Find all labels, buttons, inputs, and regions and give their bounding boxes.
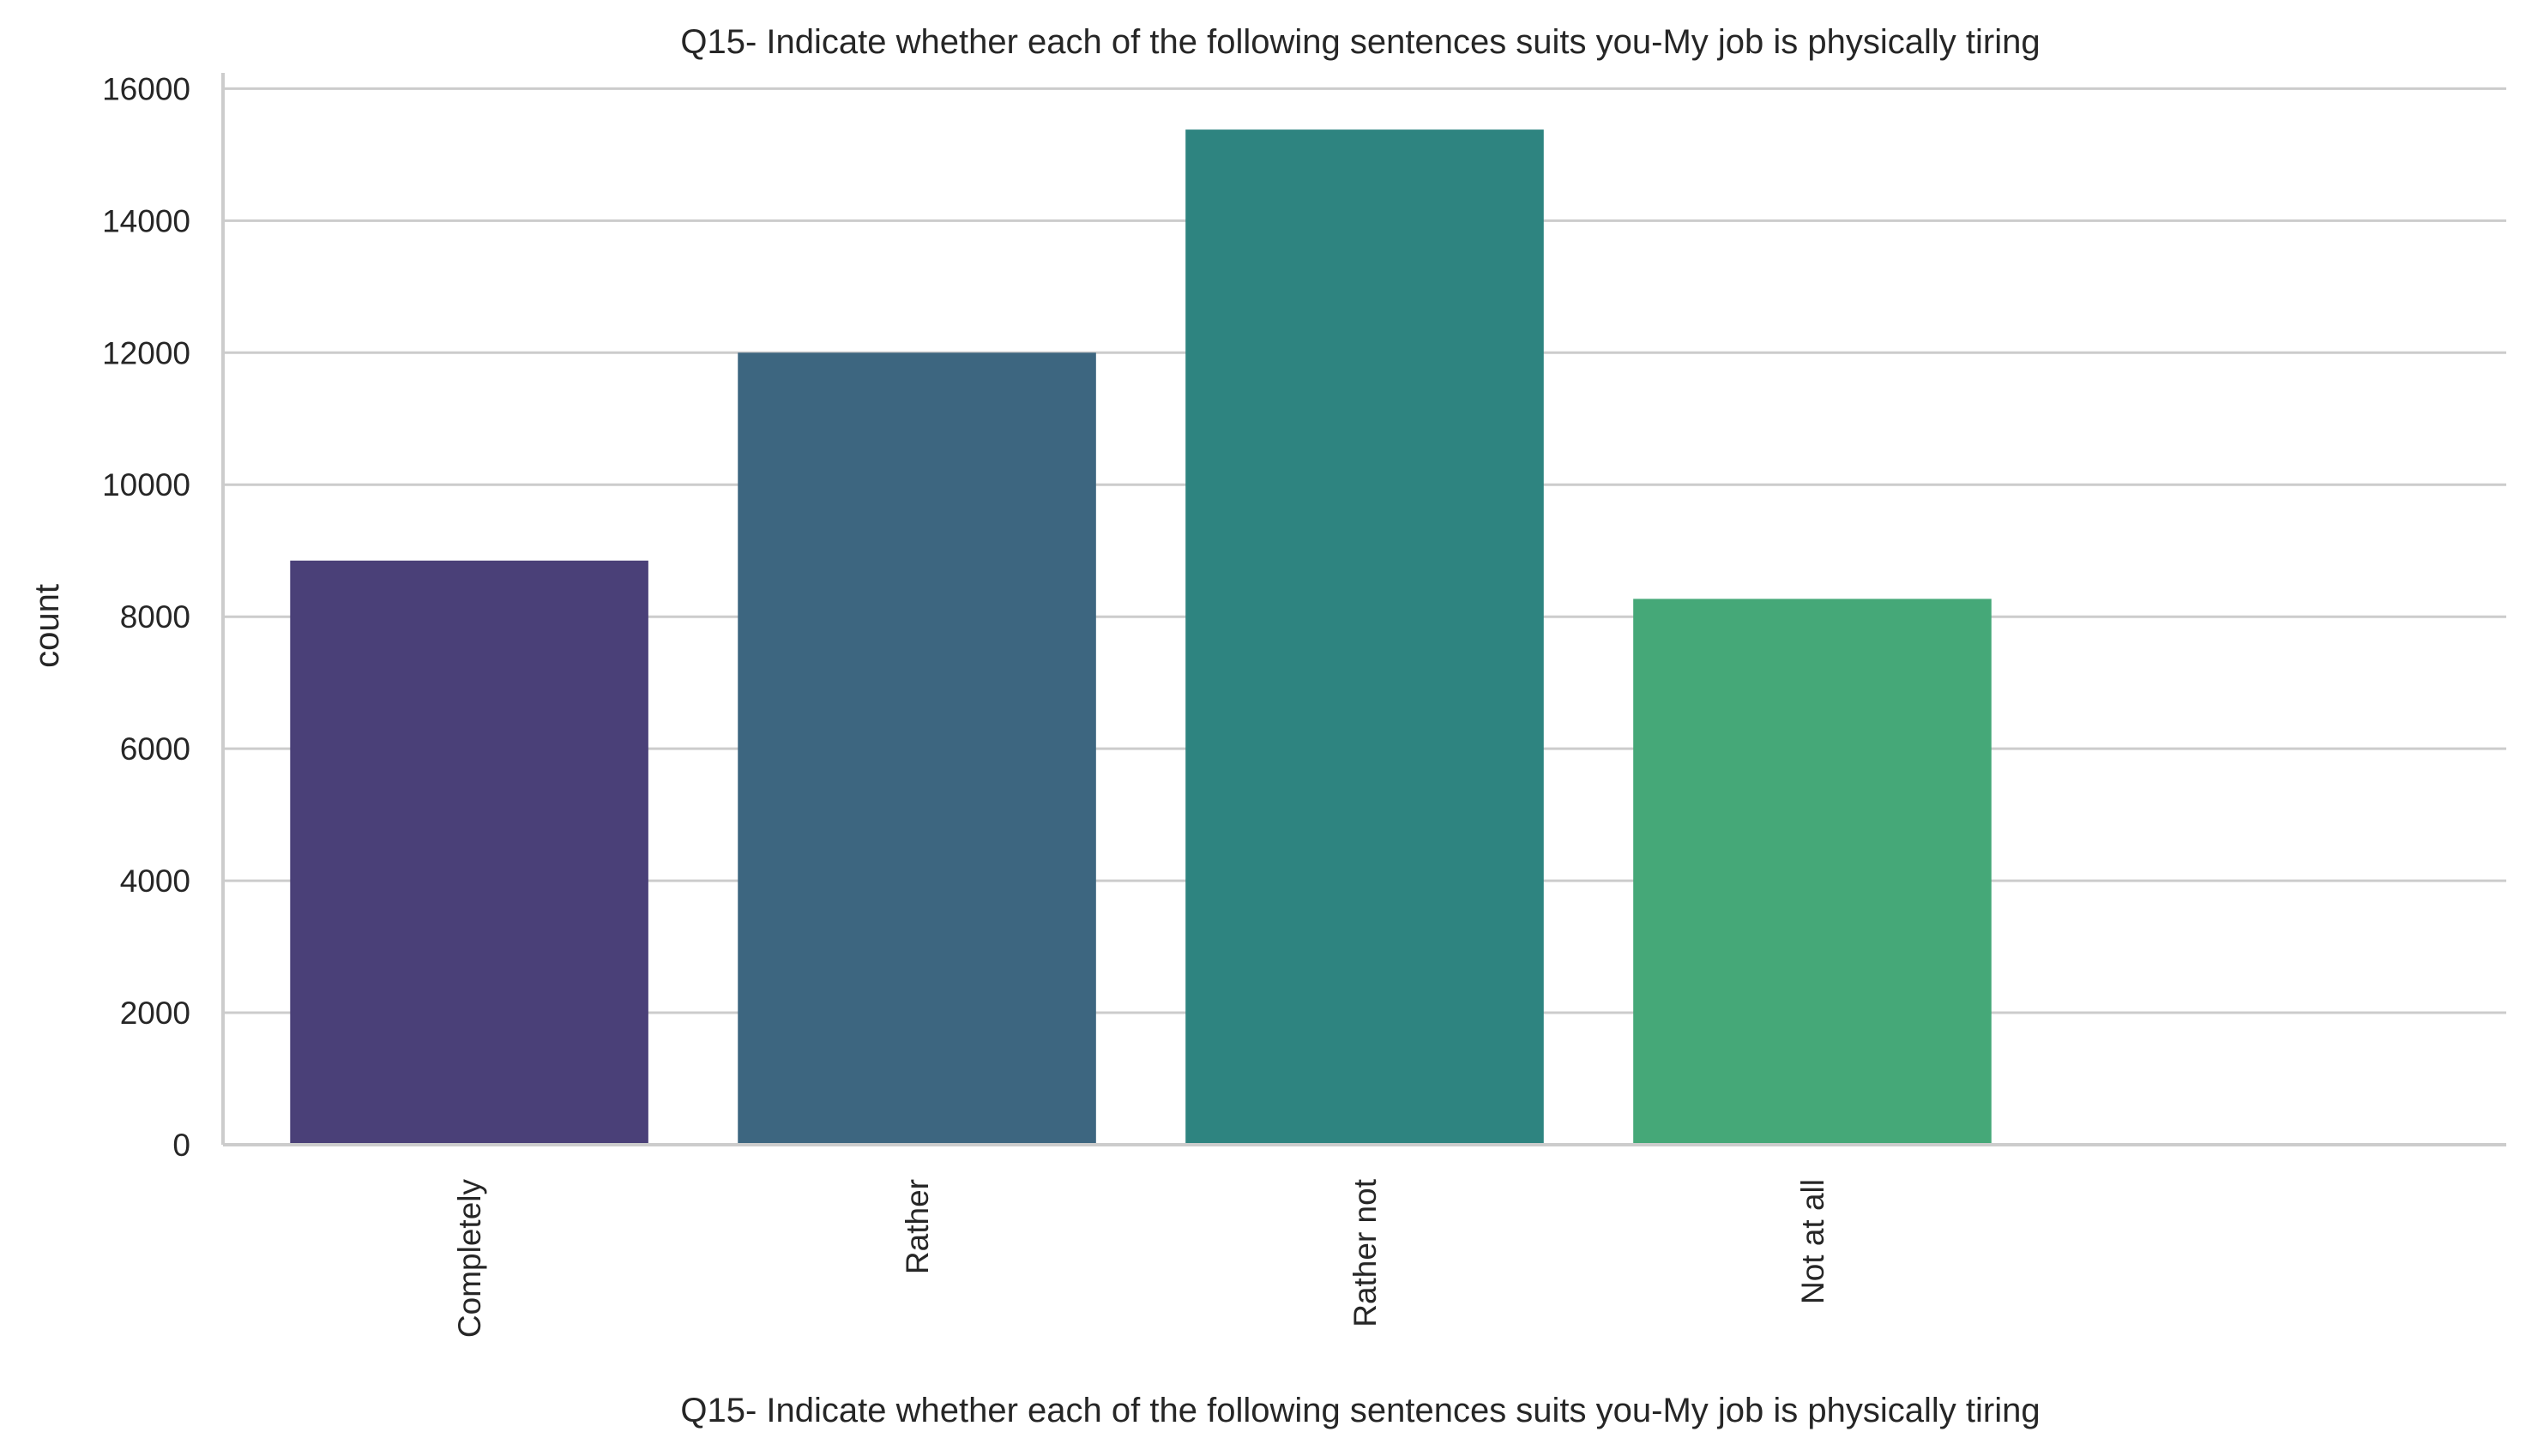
axes <box>221 73 2506 1146</box>
x-tick-label: Rather <box>900 1179 935 1274</box>
y-tick-label: 2000 <box>120 996 190 1031</box>
y-tick-label: 8000 <box>120 599 190 635</box>
chart-title: Q15- Indicate whether each of the follow… <box>680 23 2040 61</box>
y-tick-label: 16000 <box>102 71 190 106</box>
bars <box>290 129 1992 1146</box>
y-tick-labels: 0 2000 4000 6000 8000 10000 12000 14000 16000 <box>102 71 190 1163</box>
y-tick-label: 0 <box>172 1128 190 1163</box>
y-tick-label: 4000 <box>120 863 190 899</box>
bar-3 <box>1185 129 1544 1145</box>
bar-2 <box>738 352 1096 1146</box>
x-tick-label: Completely <box>452 1179 487 1339</box>
bar-1 <box>290 560 648 1145</box>
y-tick-label: 6000 <box>120 731 190 767</box>
y-tick-label: 14000 <box>102 203 190 238</box>
x-tick-label: Not at all <box>1795 1179 1830 1304</box>
y-tick-label: 12000 <box>102 335 190 370</box>
x-tick-labels: Completely Rather Rather not Not at all <box>452 1178 1830 1338</box>
x-tick-label: Rather not <box>1347 1178 1383 1327</box>
x-axis-label: Q15- Indicate whether each of the follow… <box>680 1392 2040 1429</box>
y-axis-label: count <box>28 584 66 668</box>
bar-4 <box>1633 599 1992 1145</box>
y-tick-label: 10000 <box>102 467 190 502</box>
